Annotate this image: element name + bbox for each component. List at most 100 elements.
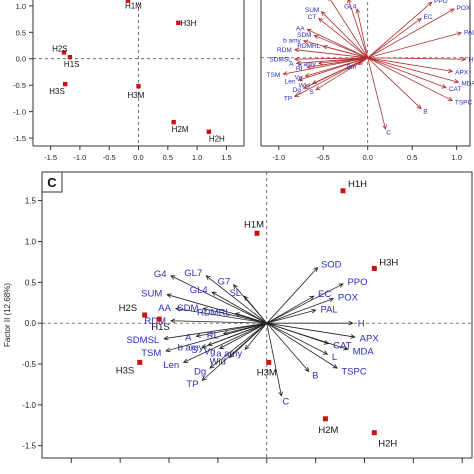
panel-b-vector bbox=[314, 35, 368, 59]
panel-a-point bbox=[63, 81, 68, 87]
panel-c-point bbox=[371, 430, 377, 436]
panel-a-xtick-label: 1.5 bbox=[221, 153, 231, 162]
panel-b-vector bbox=[367, 32, 462, 59]
panel-c-vector-head bbox=[201, 344, 207, 349]
panel-c-vector-head bbox=[328, 297, 335, 303]
panel-b-vector-label: Len bbox=[285, 79, 296, 86]
panel-b-vector-head bbox=[295, 60, 301, 66]
panel-c-frame bbox=[41, 171, 473, 459]
panel-b-vector-head bbox=[317, 60, 324, 66]
panel-c-vector-head bbox=[244, 344, 250, 351]
panel-a-point-label: H3H bbox=[180, 19, 196, 28]
panel-b-vector-label: TP bbox=[284, 95, 292, 102]
panel-b-vector-head bbox=[355, 8, 361, 14]
panel-c-vector bbox=[266, 322, 355, 338]
panel-c-vector-head bbox=[201, 376, 207, 381]
panel-b-vector bbox=[348, 0, 369, 58]
panel-c-point bbox=[371, 265, 377, 271]
panel-b-vector-head bbox=[416, 17, 422, 23]
panel-c-point-label: H1S bbox=[151, 322, 169, 333]
panel-b-vector-head bbox=[318, 17, 324, 23]
panel-c-y-axis-label: Factor II (12,68%) bbox=[3, 283, 12, 347]
panel-c-vector-label: SL bbox=[229, 288, 241, 299]
panel-c-vector-head bbox=[170, 275, 176, 280]
panel-b-vector-label: SUM bbox=[305, 7, 319, 14]
panel-b-vector-head bbox=[302, 39, 309, 45]
panel-c-point bbox=[340, 188, 346, 194]
panel-c-vector bbox=[266, 322, 338, 369]
panel-c-ytick-label: 1.0 bbox=[25, 237, 37, 246]
panel-a-xtick-label: 0.5 bbox=[163, 153, 173, 162]
panel-b-vector-label: GL4 bbox=[344, 4, 357, 11]
panel-c-vector-label: a amy bbox=[216, 349, 242, 360]
panel-c-vector bbox=[266, 267, 318, 324]
panel-c-vector-label: MDA bbox=[353, 346, 375, 357]
panel-b-vector-head bbox=[293, 47, 300, 53]
panel-b-vector-head bbox=[293, 92, 300, 97]
panel-c-vector bbox=[244, 322, 268, 350]
panel-b-vector-head bbox=[456, 31, 462, 36]
panel-c-vector-label: RDMRL bbox=[197, 307, 231, 318]
panel-a-point bbox=[125, 0, 131, 3]
panel-b-vector-head bbox=[306, 28, 312, 34]
panel-c-vector-label: G4 bbox=[154, 269, 167, 280]
panel-b-vector-head bbox=[382, 124, 387, 130]
panel-a-ytick-label: 0.0 bbox=[16, 55, 26, 64]
panel-c-vector-head bbox=[163, 335, 169, 341]
panel-c-vector bbox=[202, 322, 268, 381]
panel-b-vector bbox=[367, 57, 386, 130]
panel-b-vector-head bbox=[427, 1, 433, 7]
panel-c-vector-label: EC bbox=[318, 289, 331, 300]
panel-c-vector bbox=[266, 323, 282, 396]
panel-a-point-label: H1S bbox=[64, 60, 80, 69]
panel-a-point bbox=[206, 129, 212, 134]
panel-a-point bbox=[171, 120, 176, 125]
panel-c-vector-label: S bbox=[191, 345, 197, 356]
panel-b-vector-label: RDMRL bbox=[297, 43, 320, 50]
panel-b-vector-label: H bbox=[469, 57, 474, 64]
panel-c-vector-head bbox=[234, 312, 241, 317]
panel-a-point bbox=[61, 50, 67, 55]
panel-b-vector-label: MDA bbox=[461, 81, 474, 88]
panel-c-vector bbox=[235, 312, 267, 324]
panel-c-vector bbox=[266, 322, 349, 350]
panel-b-vector-label: TSM bbox=[267, 72, 281, 79]
panel-b-vector-label: S bbox=[309, 89, 314, 96]
panel-c-vector-label: Len bbox=[163, 360, 179, 371]
panel-b-vector-head bbox=[320, 11, 326, 17]
panel-c-vector bbox=[202, 322, 267, 349]
panel-a-point-label: H3S bbox=[49, 87, 65, 96]
panel-b-xtick-label: 0.5 bbox=[407, 153, 417, 162]
panel-c-point bbox=[254, 230, 260, 236]
panel-c-ytick-label: -1.0 bbox=[22, 401, 36, 410]
panel-b-vector-head bbox=[347, 0, 352, 4]
panel-b-vector-head bbox=[322, 45, 328, 50]
panel-b-vector bbox=[356, 8, 369, 58]
panel-c-vector-label: SUM bbox=[141, 289, 162, 300]
panel-c-vector bbox=[266, 309, 316, 324]
panel-c-vector-label: A bbox=[185, 333, 192, 344]
panel-b-vector bbox=[318, 18, 368, 59]
panel-b-vector-head bbox=[441, 84, 447, 89]
panel-b-vector-head bbox=[447, 68, 454, 74]
panel-b-vector-label: EC bbox=[423, 14, 432, 21]
panel-b-vector-label: Vg bbox=[295, 74, 303, 81]
panel-b-vector bbox=[294, 49, 368, 59]
panel-c-point-label: H1H bbox=[348, 179, 367, 190]
panel-c-vector bbox=[266, 322, 310, 372]
panel-b-xtick-label: 1.0 bbox=[451, 153, 461, 162]
panel-c-biplot: C 1.5 1.0 0.5 0.0 -0.5 -1.0 -1.5 Factor II (12,6… bbox=[3, 171, 473, 463]
panel-b-vector-label: Wid bbox=[299, 82, 311, 89]
panel-b-vector-label: B bbox=[423, 108, 427, 115]
panel-b-vector bbox=[296, 57, 368, 64]
panel-c-vector-label: RL bbox=[207, 330, 219, 341]
panel-c-vector-label: H bbox=[358, 319, 365, 330]
panel-c-vector-label: B bbox=[312, 371, 318, 382]
panel-c-vector-head bbox=[323, 340, 330, 345]
panel-c-ytick-label: -0.5 bbox=[22, 360, 36, 369]
panel-b-vector-label: POX bbox=[457, 5, 471, 12]
panel-b-vector bbox=[367, 57, 453, 101]
panel-a-ytick-label: -1.5 bbox=[13, 134, 26, 143]
panel-b-vector bbox=[330, 0, 369, 59]
panel-c-vector bbox=[164, 322, 267, 340]
